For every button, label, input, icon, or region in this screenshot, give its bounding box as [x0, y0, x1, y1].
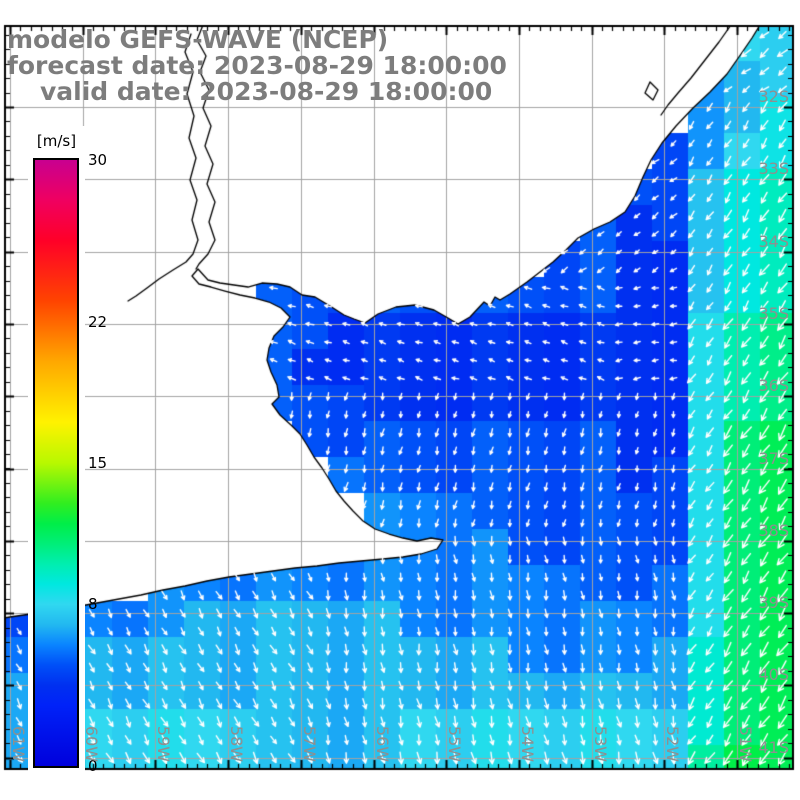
colorbar-tick-label: 15	[88, 454, 108, 472]
page-title: modelo GEFS-WAVE (NCEP)	[7, 25, 389, 54]
valid-date-line: valid date: 2023-08-29 18:00:00	[40, 77, 493, 106]
lon-tick-label: 61W	[9, 725, 28, 763]
lon-tick-label: 55W	[445, 725, 465, 763]
lat-tick-label: 37S	[758, 448, 789, 468]
lon-tick-label: 56W	[372, 725, 392, 763]
lon-tick-label: 58W	[227, 725, 247, 763]
lat-tick-label: 39S	[758, 593, 789, 613]
lat-tick-label: 32S	[758, 87, 789, 106]
lon-tick-label: 52W	[663, 725, 683, 763]
lat-tick-label: 38S	[758, 520, 789, 540]
lon-tick-label: 54W	[517, 725, 537, 763]
lat-tick-label: 35S	[758, 303, 789, 323]
colorbar-tick-label: 0	[88, 757, 98, 775]
lon-tick-label: 60W	[81, 725, 101, 763]
lat-tick-label: 34S	[758, 231, 789, 251]
lat-tick-label: 40S	[758, 665, 789, 685]
colorbar-tick-label: 22	[88, 312, 108, 331]
lat-tick-label: 36S	[758, 376, 789, 396]
colorbar: [m/s]	[28, 126, 85, 776]
lon-tick-label: 53W	[590, 725, 610, 763]
lat-tick-label: 33S	[758, 159, 789, 179]
lon-tick-label: 59W	[154, 725, 174, 763]
colorbar-unit-label: [m/s]	[36, 132, 77, 150]
lon-tick-label: 57W	[299, 725, 319, 763]
colorbar-tick-label: 8	[88, 595, 98, 614]
forecast-date-line: forecast date: 2023-08-29 18:00:00	[7, 51, 507, 80]
lat-tick-label: 41S	[758, 737, 789, 757]
colorbar-tick-label: 30	[88, 151, 108, 169]
colorbar-gradient	[33, 158, 79, 768]
